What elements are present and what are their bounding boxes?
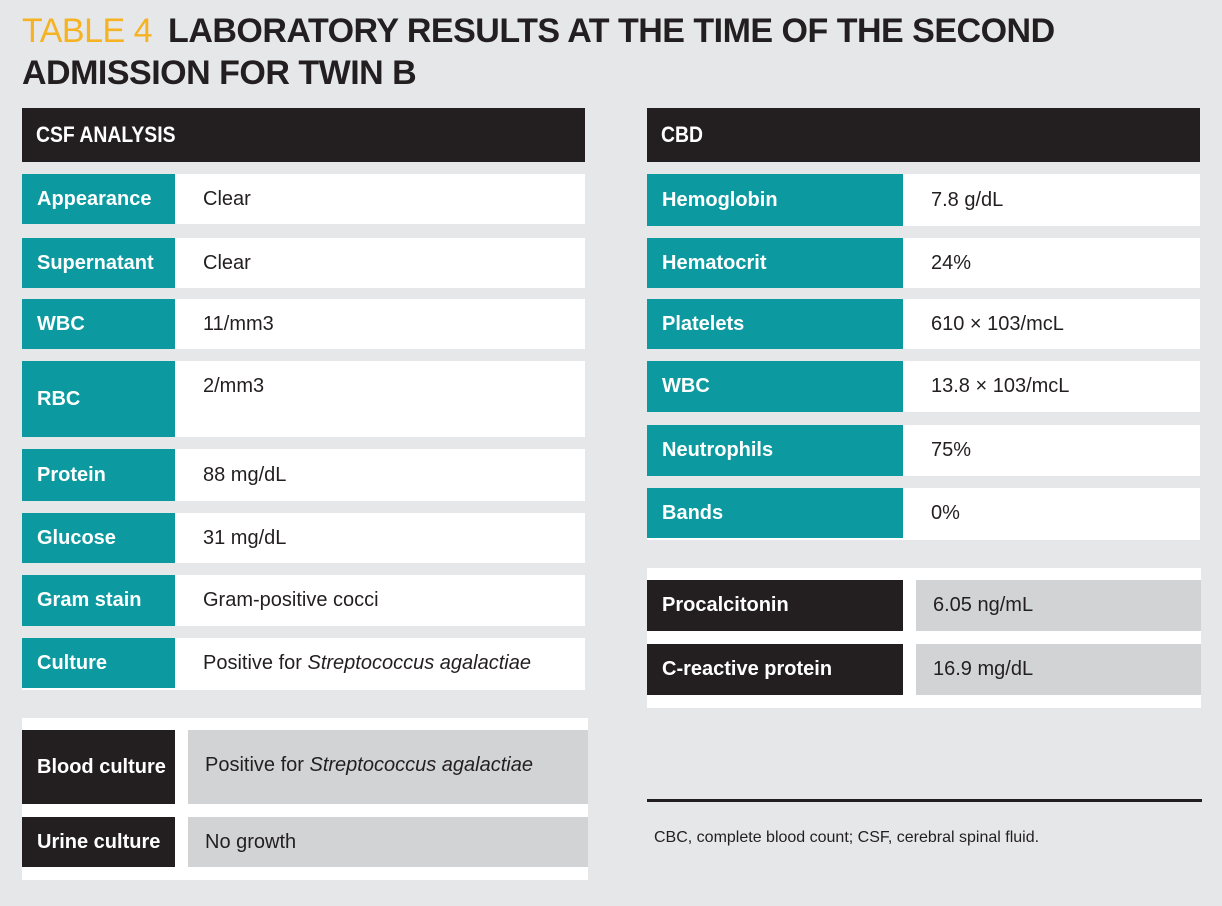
row-value: 75% (903, 425, 1200, 476)
table-row: Urine culture No growth (22, 817, 588, 867)
table-row: C-reactive protein 16.9 mg/dL (647, 644, 1201, 695)
table-row: Platelets 610 × 103/mcL (647, 299, 1200, 349)
organism-name: Streptococcus agalactiae (307, 651, 531, 674)
row-value: 16.9 mg/dL (916, 644, 1201, 695)
cbd-panel: CBD Hemoglobin 7.8 g/dL Hematocrit 24% P… (647, 108, 1200, 540)
table-row: Hemoglobin 7.8 g/dL (647, 174, 1200, 226)
row-value: 7.8 g/dL (903, 174, 1200, 226)
row-value: Gram-positive cocci (175, 575, 585, 626)
table-row: Appearance Clear (22, 174, 585, 224)
row-label: WBC (22, 299, 175, 349)
row-label: Supernatant (22, 238, 175, 288)
row-label: Glucose (22, 513, 175, 563)
organism-name: Streptococcus agalactiae (309, 754, 533, 776)
table-row: Blood culture Positive for Streptococcus… (22, 730, 588, 804)
table-row: Protein 88 mg/dL (22, 449, 585, 501)
row-label: Culture (22, 638, 175, 688)
markers-panel: Procalcitonin 6.05 ng/mL C-reactive prot… (647, 568, 1201, 708)
table-number: TABLE 4 (22, 12, 153, 50)
footnote-rule (647, 799, 1202, 802)
row-label: Protein (22, 449, 175, 501)
row-label: Procalcitonin (647, 580, 903, 631)
table-row: Supernatant Clear (22, 238, 585, 288)
row-value: 31 mg/dL (175, 513, 585, 563)
row-value: 24% (903, 238, 1200, 288)
row-value: Positive for Streptococcus agalactiae (188, 730, 588, 804)
row-label: Neutrophils (647, 425, 903, 476)
row-label: RBC (22, 361, 175, 437)
table-row: Bands 0% (647, 488, 1200, 538)
table-row: Culture Positive for Streptococcus agala… (22, 638, 585, 688)
row-label: Blood culture (22, 730, 175, 804)
row-value: 6.05 ng/mL (916, 580, 1201, 631)
row-label: Urine culture (22, 817, 175, 867)
table-title: TABLE 4 LABORATORY RESULTS AT THE TIME OF… (22, 10, 1202, 94)
row-value: 2/mm3 (175, 361, 585, 437)
cbd-header: CBD (647, 108, 1200, 162)
row-value: 0% (903, 488, 1200, 538)
table-row: Glucose 31 mg/dL (22, 513, 585, 563)
row-value: 610 × 103/mcL (903, 299, 1200, 349)
cultures-panel: Blood culture Positive for Streptococcus… (22, 718, 588, 880)
row-value: No growth (188, 817, 588, 867)
row-label: Gram stain (22, 575, 175, 626)
row-value: 13.8 × 103/mcL (903, 361, 1200, 412)
table-title-text: LABORATORY RESULTS AT THE TIME OF THE SE… (22, 12, 1055, 92)
table-row: WBC 13.8 × 103/mcL (647, 361, 1200, 412)
row-value: Clear (175, 238, 585, 288)
table-row: Hematocrit 24% (647, 238, 1200, 288)
footnote: CBC, complete blood count; CSF, cerebral… (654, 829, 1040, 846)
table-row: Procalcitonin 6.05 ng/mL (647, 580, 1201, 631)
row-value: 88 mg/dL (175, 449, 585, 501)
csf-analysis-header: CSF ANALYSIS (22, 108, 585, 162)
table-row: RBC 2/mm3 (22, 361, 585, 437)
row-label: Hemoglobin (647, 174, 903, 226)
row-value: Clear (175, 174, 585, 224)
row-label: Platelets (647, 299, 903, 349)
row-label: Hematocrit (647, 238, 903, 288)
row-label: Appearance (22, 174, 175, 224)
row-label: WBC (647, 361, 903, 412)
row-value: Positive for Streptococcus agalactiae (175, 638, 585, 688)
row-label: C-reactive protein (647, 644, 903, 695)
row-value: 11/mm3 (175, 299, 585, 349)
csf-analysis-panel: CSF ANALYSIS Appearance Clear Supernatan… (22, 108, 585, 690)
row-label: Bands (647, 488, 903, 538)
table-row: Gram stain Gram-positive cocci (22, 575, 585, 626)
table-row: WBC 11/mm3 (22, 299, 585, 349)
table-row: Neutrophils 75% (647, 425, 1200, 476)
